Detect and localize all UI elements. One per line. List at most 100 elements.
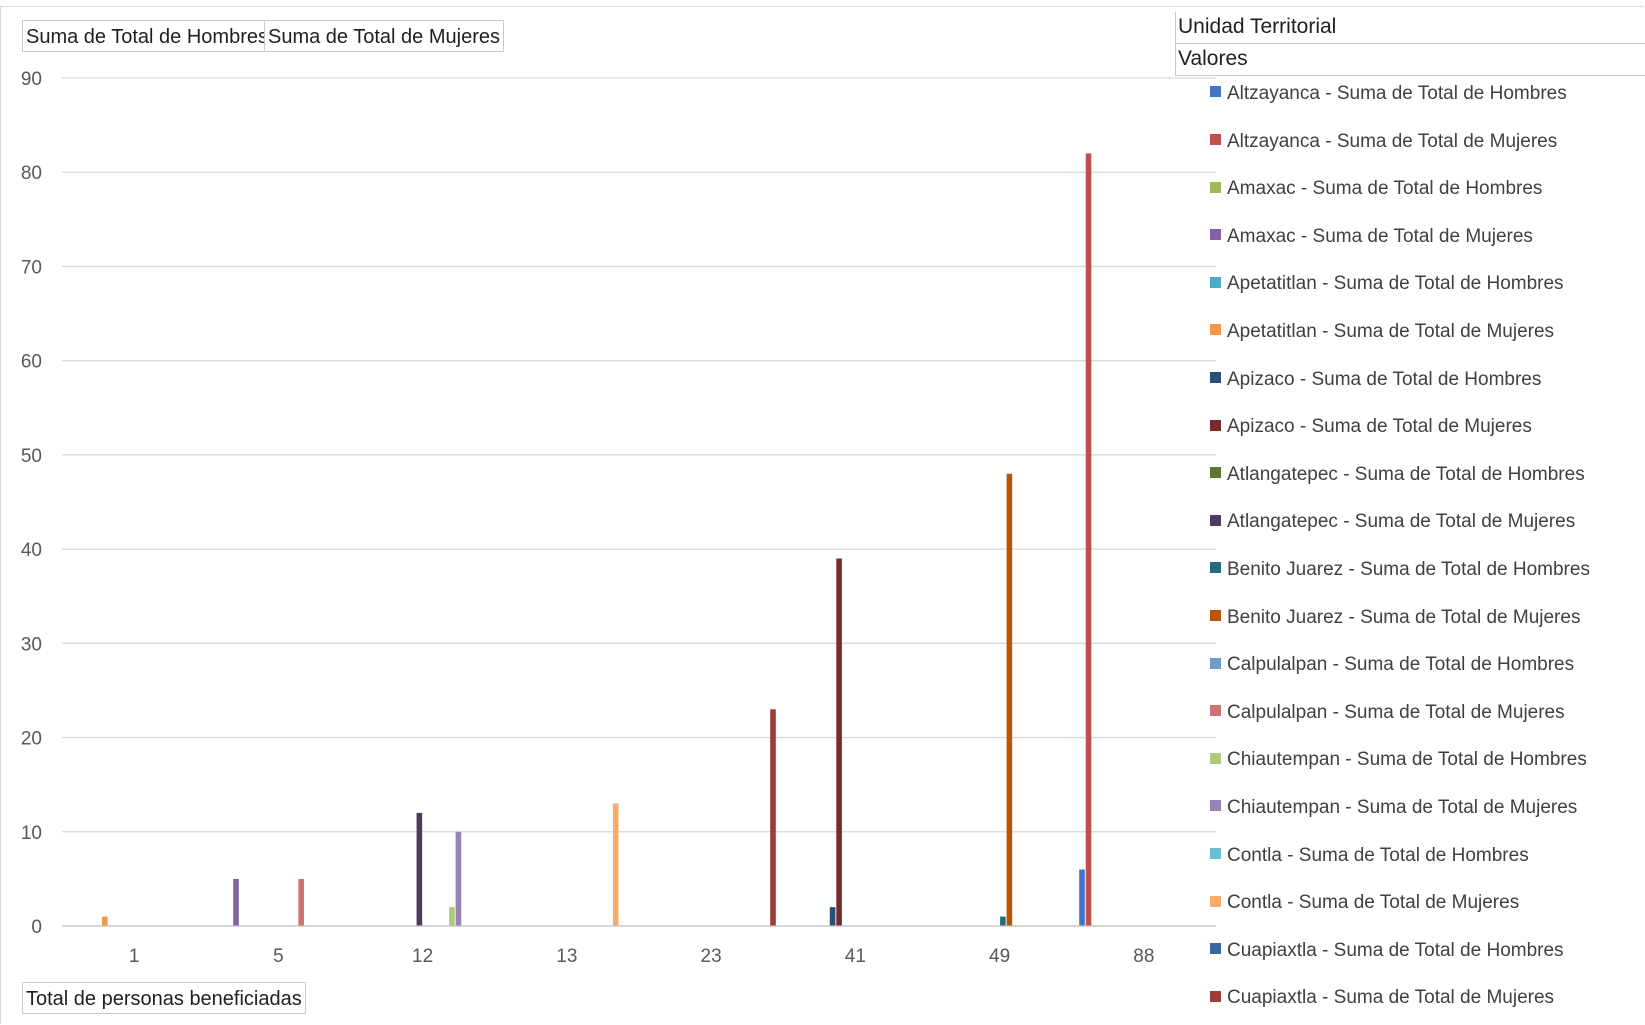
y-tick-label: 10 bbox=[21, 823, 42, 844]
x-tick-label: 13 bbox=[556, 946, 577, 967]
legend-label: Amaxac - Suma de Total de Mujeres bbox=[1227, 225, 1533, 247]
y-tick-label: 60 bbox=[21, 352, 42, 373]
pivot-header-unidad-territorial[interactable]: Unidad Territorial bbox=[1175, 12, 1645, 44]
pivot-header-valores[interactable]: Valores bbox=[1175, 44, 1645, 76]
legend-swatch bbox=[1210, 848, 1221, 860]
legend-swatch bbox=[1210, 372, 1221, 384]
bar[interactable] bbox=[770, 709, 776, 926]
legend-item[interactable]: Altzayanca - Suma de Total de Mujeres bbox=[1210, 128, 1557, 156]
legend-swatch bbox=[1210, 943, 1221, 955]
bar[interactable] bbox=[102, 916, 108, 926]
legend-item[interactable]: Benito Juarez - Suma de Total de Mujeres bbox=[1210, 604, 1580, 632]
x-tick-label: 49 bbox=[989, 946, 1010, 967]
legend-item[interactable]: Atlangatepec - Suma de Total de Mujeres bbox=[1210, 508, 1575, 536]
legend-swatch bbox=[1210, 752, 1221, 764]
bar[interactable] bbox=[836, 558, 842, 926]
legend-label: Altzayanca - Suma de Total de Mujeres bbox=[1227, 130, 1558, 152]
legend-item[interactable]: Calpulalpan - Suma de Total de Mujeres bbox=[1210, 699, 1565, 727]
x-tick-label: 41 bbox=[845, 946, 866, 967]
legend-item[interactable]: Apizaco - Suma de Total de Mujeres bbox=[1210, 413, 1532, 441]
legend-item[interactable]: Cuapiaxtla - Suma de Total de Hombres bbox=[1210, 937, 1564, 965]
legend-item[interactable]: Amaxac - Suma de Total de Mujeres bbox=[1210, 223, 1533, 251]
field-button-suma-mujeres[interactable]: Suma de Total de Mujeres bbox=[264, 20, 504, 52]
legend-swatch bbox=[1210, 467, 1221, 479]
legend-item[interactable]: Chiautempan - Suma de Total de Mujeres bbox=[1210, 794, 1577, 822]
x-tick-label: 5 bbox=[273, 946, 284, 967]
legend-item[interactable]: Contla - Suma de Total de Hombres bbox=[1210, 842, 1529, 870]
legend-label: Altzayanca - Suma de Total de Hombres bbox=[1227, 83, 1567, 104]
legend-label: Contla - Suma de Total de Hombres bbox=[1227, 844, 1529, 866]
y-tick-label: 0 bbox=[31, 917, 42, 938]
legend-swatch bbox=[1210, 229, 1221, 241]
legend-swatch bbox=[1210, 324, 1221, 336]
legend-item[interactable]: Calpulalpan - Suma de Total de Hombres bbox=[1210, 651, 1574, 679]
legend-swatch bbox=[1210, 610, 1221, 622]
x-axis-tick-labels: 1 5 12 13 23 41 49 88 bbox=[129, 946, 1155, 967]
bar[interactable] bbox=[1079, 869, 1085, 926]
x-tick-label: 88 bbox=[1133, 946, 1154, 967]
legend-label: Apetatitlan - Suma de Total de Mujeres bbox=[1227, 321, 1555, 342]
legend-item[interactable]: Chiautempan - Suma de Total de Hombres bbox=[1210, 746, 1587, 774]
x-tick-label: 12 bbox=[412, 946, 433, 967]
gridlines bbox=[62, 77, 1216, 833]
bar[interactable] bbox=[1085, 153, 1092, 926]
y-tick-label: 40 bbox=[21, 540, 42, 561]
legend-label: Contla - Suma de Total de Mujeres bbox=[1227, 892, 1520, 914]
legend-swatch bbox=[1210, 86, 1221, 98]
bar[interactable] bbox=[1000, 916, 1006, 926]
legend-swatch bbox=[1210, 990, 1221, 1002]
chart-area-frame bbox=[0, 6, 1644, 1024]
legend-swatch bbox=[1210, 705, 1221, 717]
legend-label: Atlangatepec - Suma de Total de Hombres bbox=[1227, 463, 1585, 485]
legend-item[interactable]: Contla - Suma de Total de Mujeres bbox=[1210, 889, 1519, 917]
legend-item[interactable]: Benito Juarez - Suma de Total de Hombres bbox=[1210, 556, 1590, 584]
legend-item[interactable]: Apetatitlan - Suma de Total de Hombres bbox=[1210, 270, 1564, 298]
legend-swatch bbox=[1210, 181, 1221, 193]
legend-swatch bbox=[1210, 276, 1221, 288]
y-tick-label: 90 bbox=[21, 69, 42, 90]
legend-item[interactable]: Apetatitlan - Suma de Total de Mujeres bbox=[1210, 318, 1554, 346]
legend-label: Apizaco - Suma de Total de Mujeres bbox=[1227, 416, 1532, 438]
legend-item[interactable]: Atlangatepec - Suma de Total de Hombres bbox=[1210, 461, 1585, 489]
bar[interactable] bbox=[829, 907, 836, 926]
bar[interactable] bbox=[449, 907, 455, 926]
legend-swatch bbox=[1210, 562, 1221, 574]
bars bbox=[102, 153, 1092, 926]
legend-swatch bbox=[1210, 800, 1221, 812]
legend-label: Chiautempan - Suma de Total de Mujeres bbox=[1227, 797, 1578, 818]
bar[interactable] bbox=[1006, 473, 1013, 926]
legend-label: Benito Juarez - Suma de Total de Mujeres bbox=[1227, 606, 1581, 628]
legend-swatch bbox=[1210, 895, 1221, 907]
legend-item[interactable]: Altzayanca - Suma de Total de Hombres bbox=[1210, 80, 1567, 108]
legend-swatch bbox=[1210, 514, 1221, 526]
x-tick-label: 23 bbox=[701, 946, 722, 967]
y-tick-label: 70 bbox=[21, 257, 42, 278]
legend-label: Apizaco - Suma de Total de Hombres bbox=[1227, 368, 1542, 390]
bar[interactable] bbox=[298, 878, 304, 926]
legend-swatch bbox=[1210, 134, 1221, 146]
legend-label: Calpulalpan - Suma de Total de Mujeres bbox=[1227, 701, 1565, 723]
legend-label: Benito Juarez - Suma de Total de Hombres bbox=[1227, 559, 1590, 580]
bar[interactable] bbox=[416, 812, 423, 926]
legend-label: Chiautempan - Suma de Total de Hombres bbox=[1227, 749, 1587, 771]
legend-item[interactable]: Cuapiaxtla - Suma de Total de Mujeres bbox=[1210, 984, 1554, 1012]
y-tick-label: 50 bbox=[21, 446, 42, 467]
legend-label: Cuapiaxtla - Suma de Total de Mujeres bbox=[1227, 987, 1555, 1009]
bar[interactable] bbox=[612, 803, 619, 926]
bar[interactable] bbox=[233, 878, 239, 926]
legend-item[interactable]: Amaxac - Suma de Total de Hombres bbox=[1210, 175, 1542, 203]
field-button-suma-hombres[interactable]: Suma de Total de Hombres bbox=[22, 20, 272, 52]
x-tick-label: 1 bbox=[129, 946, 140, 967]
legend-label: Atlangatepec - Suma de Total de Mujeres bbox=[1227, 511, 1576, 533]
y-tick-label: 30 bbox=[21, 634, 42, 655]
y-tick-label: 20 bbox=[21, 729, 42, 750]
bar[interactable] bbox=[455, 831, 462, 926]
legend-item[interactable]: Apizaco - Suma de Total de Hombres bbox=[1210, 366, 1541, 394]
legend-label: Amaxac - Suma de Total de Hombres bbox=[1227, 178, 1543, 200]
legend-label: Calpulalpan - Suma de Total de Hombres bbox=[1227, 654, 1575, 676]
legend-swatch bbox=[1210, 419, 1221, 431]
legend-label: Cuapiaxtla - Suma de Total de Hombres bbox=[1227, 939, 1564, 961]
legend-swatch bbox=[1210, 657, 1221, 669]
field-button-axis-total-personas[interactable]: Total de personas beneficiadas bbox=[22, 982, 306, 1014]
